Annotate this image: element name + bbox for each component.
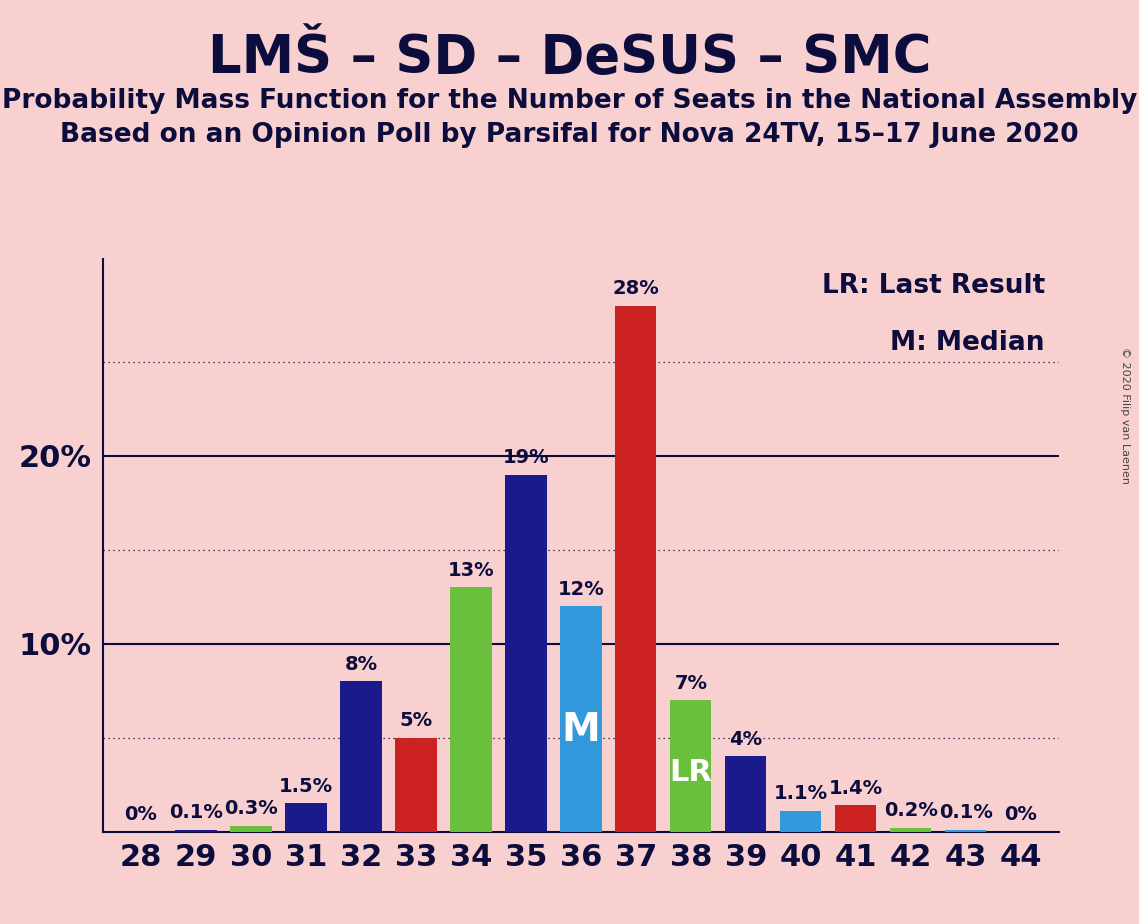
Text: Based on an Opinion Poll by Parsifal for Nova 24TV, 15–17 June 2020: Based on an Opinion Poll by Parsifal for… [60, 122, 1079, 148]
Text: LMŠ – SD – DeSUS – SMC: LMŠ – SD – DeSUS – SMC [207, 32, 932, 84]
Text: 4%: 4% [729, 730, 762, 749]
Text: 8%: 8% [344, 655, 377, 674]
Text: M: M [562, 711, 600, 749]
Bar [835, 806, 876, 832]
Text: 0.3%: 0.3% [224, 799, 278, 819]
Text: Probability Mass Function for the Number of Seats in the National Assembly: Probability Mass Function for the Number… [2, 88, 1137, 114]
Bar [560, 606, 601, 832]
Text: 1.5%: 1.5% [279, 777, 333, 796]
Bar [506, 475, 547, 832]
Text: 12%: 12% [557, 579, 605, 599]
Text: 7%: 7% [674, 674, 707, 693]
Bar [286, 804, 327, 832]
Text: LR: LR [670, 758, 712, 787]
Bar [175, 830, 216, 832]
Text: 5%: 5% [400, 711, 433, 730]
Bar [450, 588, 492, 832]
Bar [726, 757, 767, 832]
Text: 0.1%: 0.1% [939, 803, 993, 822]
Text: 0%: 0% [1005, 805, 1038, 824]
Text: © 2020 Filip van Laenen: © 2020 Filip van Laenen [1121, 347, 1130, 484]
Text: 28%: 28% [613, 279, 659, 298]
Bar [395, 737, 436, 832]
Bar [945, 830, 986, 832]
Text: M: Median: M: Median [891, 331, 1044, 357]
Bar [780, 811, 821, 832]
Bar [670, 700, 712, 832]
Bar [230, 826, 271, 832]
Text: 1.1%: 1.1% [773, 784, 828, 804]
Text: 1.4%: 1.4% [829, 779, 883, 797]
Text: 19%: 19% [502, 448, 549, 468]
Text: 13%: 13% [448, 561, 494, 580]
Text: 0%: 0% [124, 805, 157, 824]
Bar [891, 828, 932, 832]
Text: LR: Last Result: LR: Last Result [821, 274, 1044, 299]
Bar [341, 681, 382, 832]
Text: 0.1%: 0.1% [169, 803, 223, 822]
Text: 0.2%: 0.2% [884, 801, 937, 821]
Bar [615, 306, 656, 832]
